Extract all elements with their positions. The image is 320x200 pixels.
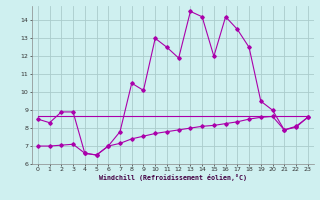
X-axis label: Windchill (Refroidissement éolien,°C): Windchill (Refroidissement éolien,°C) [99,174,247,181]
